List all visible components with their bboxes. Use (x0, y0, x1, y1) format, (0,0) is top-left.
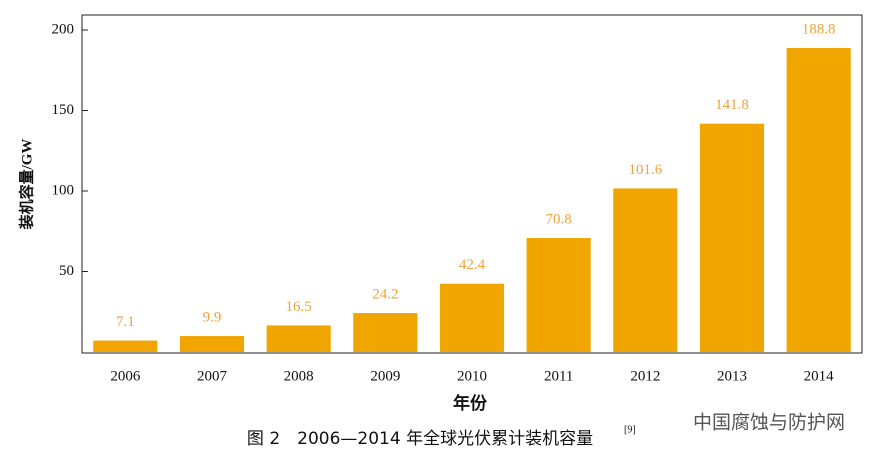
x-tick-label: 2013 (717, 368, 747, 384)
value-label: 42.4 (459, 257, 486, 273)
bar (439, 283, 505, 352)
x-axis-label: 年份 (453, 393, 488, 414)
value-label: 16.5 (286, 299, 312, 315)
x-tick-label: 2010 (457, 368, 487, 384)
value-label: 188.8 (802, 21, 836, 37)
x-tick-label: 2006 (110, 368, 141, 384)
plot-frame (81, 14, 863, 354)
x-tick-label: 2012 (630, 368, 660, 384)
y-axis-label: 装机容量/GW (17, 139, 35, 231)
value-label: 24.2 (372, 286, 398, 302)
bar (266, 325, 331, 352)
y-tick-label: 200 (52, 21, 75, 37)
bar (93, 340, 158, 352)
value-label: 9.9 (203, 309, 222, 325)
value-label: 101.6 (628, 162, 662, 178)
chart-title: 图 2 2006—2014 年全球光伏累计装机容量 (247, 429, 593, 449)
y-tick-label: 50 (59, 263, 74, 279)
bar (786, 48, 851, 352)
y-tick-label: 150 (52, 102, 75, 118)
bar (526, 238, 591, 352)
watermark: 中国腐蚀与防护网 (693, 412, 845, 434)
x-tick-label: 2008 (284, 368, 314, 384)
bar (353, 313, 418, 352)
bar (179, 336, 245, 352)
title-reference: [9] (624, 424, 636, 435)
bar (699, 123, 765, 353)
y-tick-label: 100 (52, 182, 75, 198)
x-tick-label: 2011 (544, 368, 573, 384)
value-label: 70.8 (546, 211, 572, 227)
value-label: 141.8 (715, 97, 749, 113)
value-label: 7.1 (116, 314, 135, 330)
x-tick-label: 2009 (370, 368, 400, 384)
x-tick-label: 2007 (197, 368, 228, 384)
x-tick-label: 2014 (804, 368, 835, 384)
bar (613, 188, 678, 352)
